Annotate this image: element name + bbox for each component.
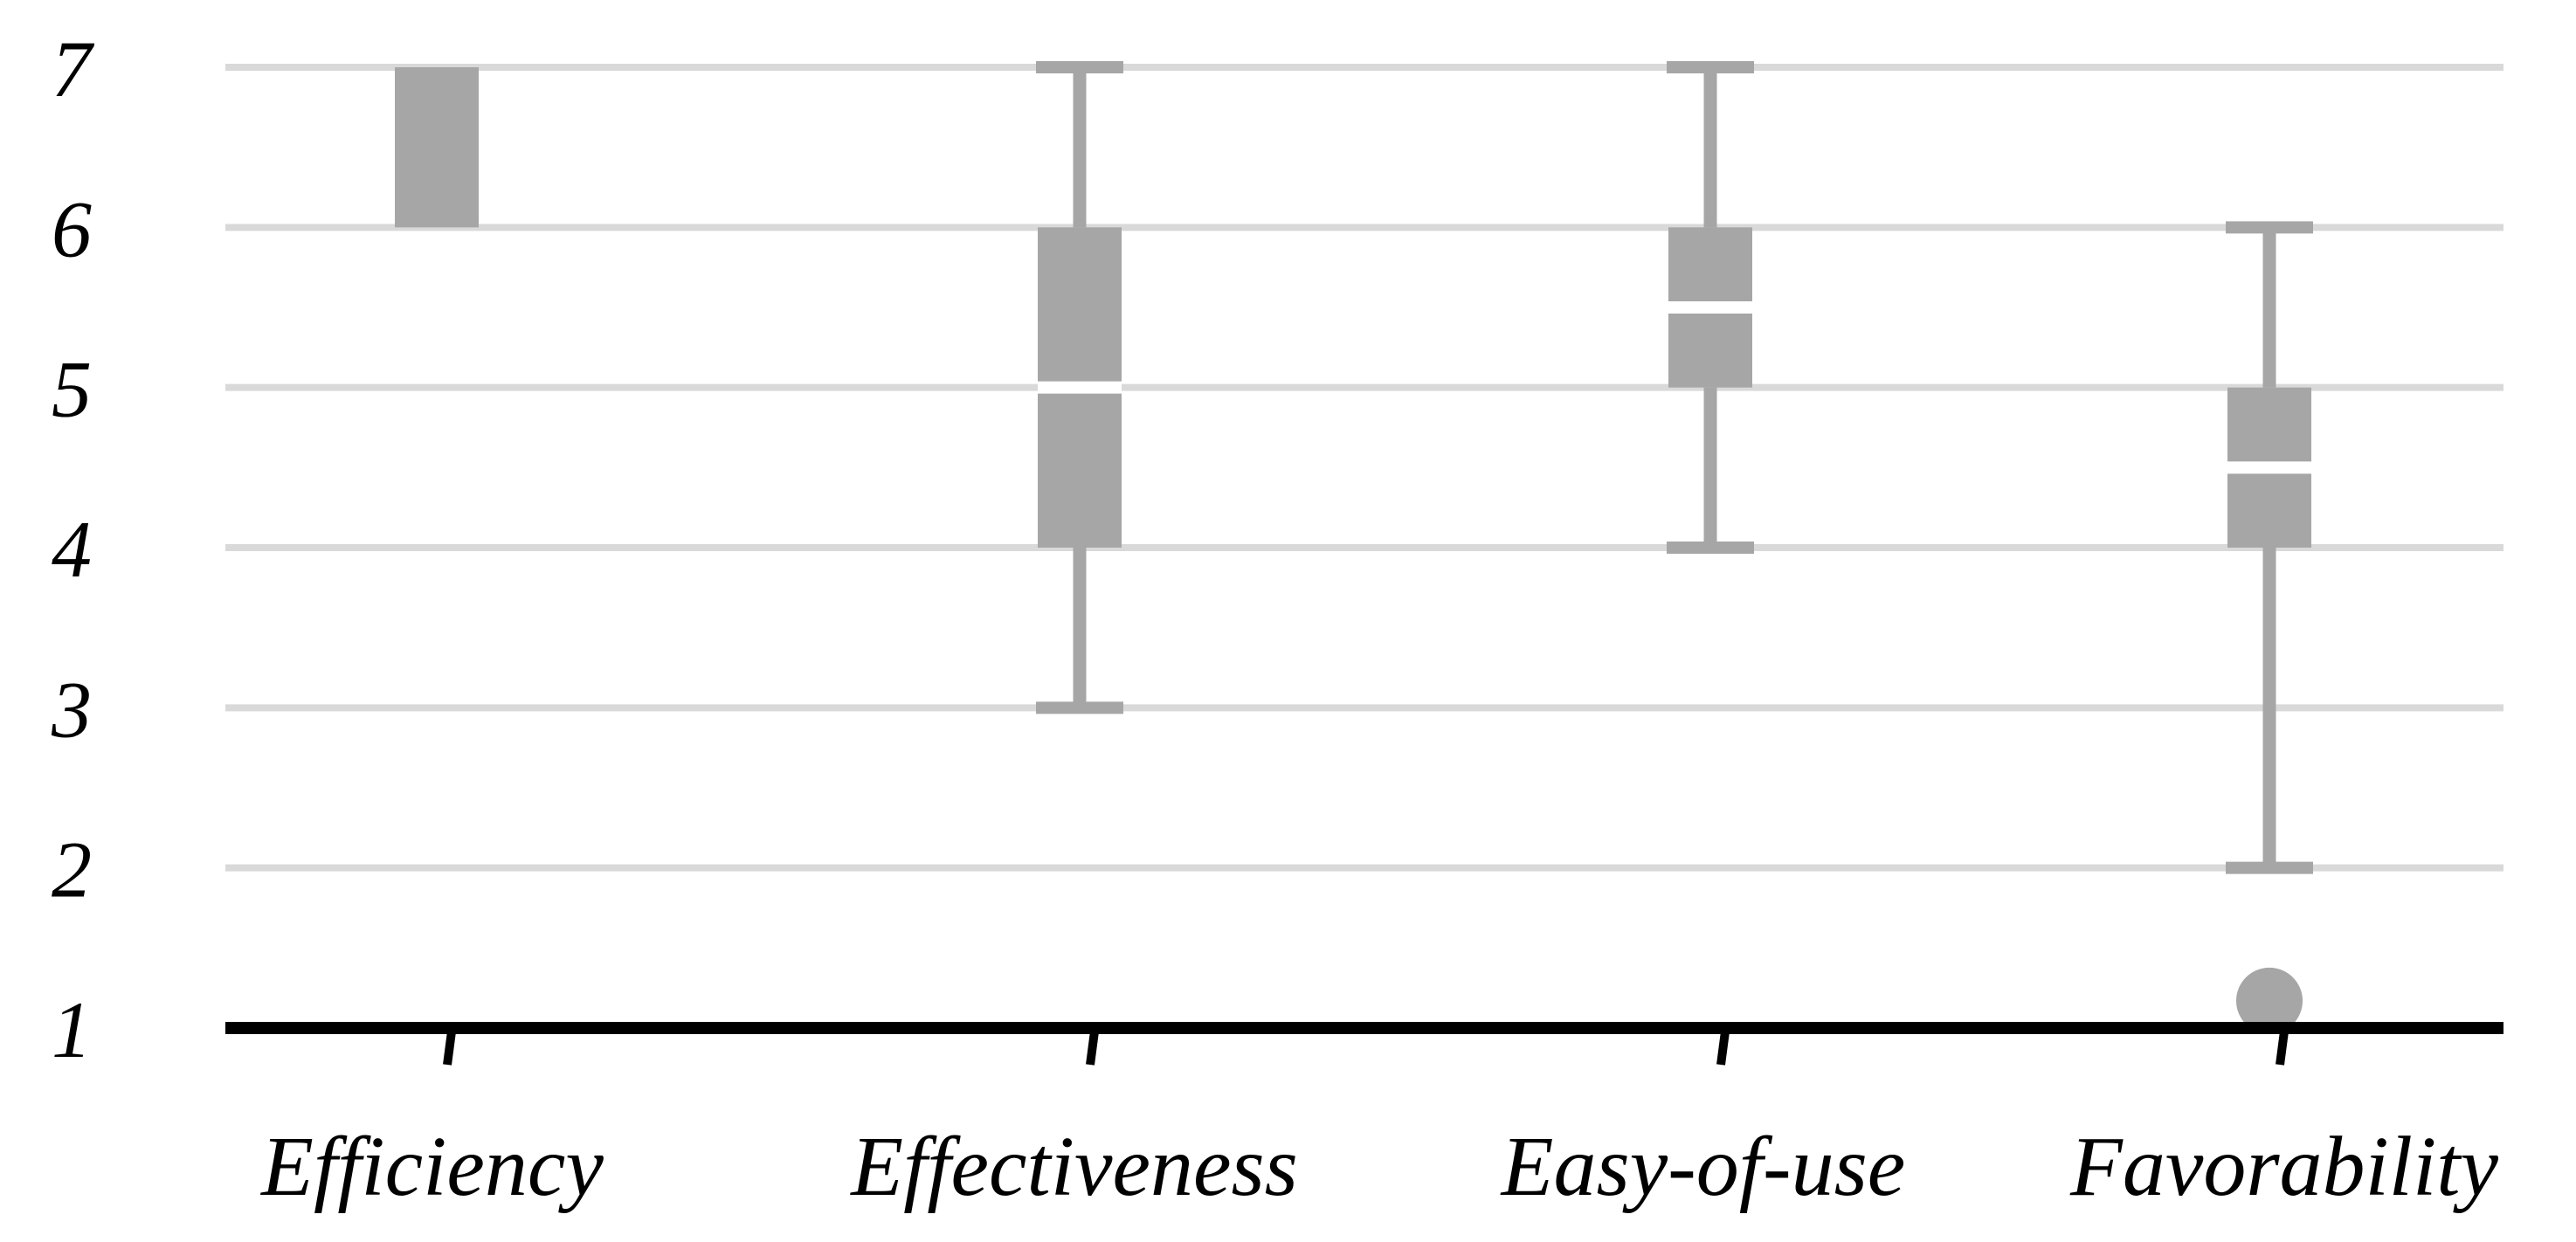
x-tick-label-effectiveness: Effectiveness — [849, 1120, 1298, 1214]
y-tick-label-6: 6 — [52, 184, 92, 273]
y-tick-label-4: 4 — [52, 505, 92, 594]
box-favorability — [2226, 221, 2313, 1034]
y-axis-tick-labels: 1 2 3 4 5 6 7 — [51, 24, 95, 1074]
y-tick-label-7: 7 — [52, 24, 95, 114]
x-tick-mark-0 — [443, 1031, 456, 1066]
gridlines — [225, 64, 2503, 872]
y-tick-label-3: 3 — [51, 665, 92, 754]
x-tick-label-efficiency: Efficiency — [259, 1120, 604, 1214]
box-series — [395, 61, 2313, 1034]
box-iqr — [395, 67, 479, 228]
y-tick-label-2: 2 — [52, 825, 92, 914]
box-effectiveness — [1036, 61, 1123, 714]
y-tick-label-1: 1 — [52, 985, 92, 1074]
x-tick-mark-3 — [2276, 1031, 2289, 1066]
outlier-point-0 — [2236, 967, 2303, 1034]
x-tick-mark-2 — [1716, 1031, 1730, 1066]
box-efficiency — [395, 67, 479, 228]
x-tick-mark-1 — [1086, 1031, 1099, 1066]
box-easy-of-use — [1667, 61, 1754, 554]
x-axis-tick-labels: Efficiency Effectiveness Easy-of-use Favora… — [259, 1120, 2498, 1214]
y-tick-label-5: 5 — [52, 345, 92, 434]
x-tick-label-favorability: Favorability — [2069, 1120, 2498, 1214]
x-axis — [225, 1022, 2503, 1066]
x-tick-label-easy-of-use: Easy-of-use — [1500, 1120, 1906, 1214]
